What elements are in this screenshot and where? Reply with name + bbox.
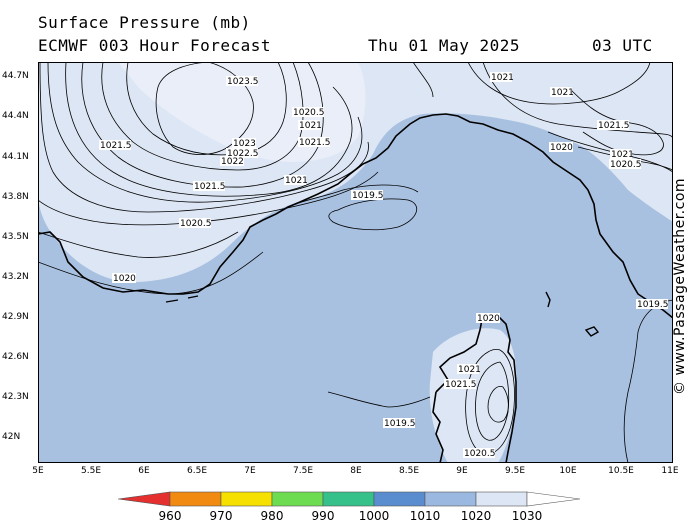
- lon-tick: 9E: [456, 466, 468, 476]
- lon-tick: 10E: [559, 466, 577, 476]
- lat-tick: 43.8N: [2, 192, 29, 202]
- contour-label: 1021: [491, 73, 514, 83]
- lat-tick: 44.1N: [2, 152, 29, 162]
- contour-label: 1021.5: [194, 182, 226, 192]
- lat-tick: 44.7N: [2, 71, 29, 81]
- colorbar-segment: [271, 491, 324, 507]
- contour-label: 1020.5: [610, 160, 642, 170]
- colorbar-label: 1000: [358, 509, 390, 523]
- contour-label: 1020: [550, 143, 573, 153]
- lon-tick: 5E: [32, 466, 44, 476]
- colorbar-segment: [475, 491, 528, 507]
- pressure-colorbar: [118, 491, 581, 507]
- lon-tick: 9.5E: [505, 466, 525, 476]
- forecast-date: Thu 01 May 2025: [368, 36, 520, 55]
- colorbar-segment: [373, 491, 426, 507]
- colorbar-label: 1010: [409, 509, 441, 523]
- colorbar-label: 1020: [460, 509, 492, 523]
- contour-label: 1021: [551, 88, 574, 98]
- colorbar-segment: [220, 491, 273, 507]
- contour-label: 1021.5: [445, 380, 477, 390]
- contour-label: 1022.5: [227, 149, 259, 159]
- lat-tick: 42.3N: [2, 392, 29, 402]
- map-frame: [38, 62, 673, 463]
- site-credit: © www.PassageWeather.com: [672, 177, 688, 395]
- corsica-high-region: [429, 328, 517, 463]
- contour-labels: 1023.5 1020.5 1021 1021.5 1023 1022.5 10…: [99, 72, 669, 459]
- pressure-map[interactable]: 1023.5 1020.5 1021 1021.5 1023 1022.5 10…: [38, 62, 673, 463]
- contour-label: 1023.5: [227, 77, 259, 87]
- colorbar-label: 990: [311, 509, 335, 523]
- lat-tick: 44.4N: [2, 111, 29, 121]
- contour-label: 1019.5: [637, 300, 669, 310]
- contour-label: 1019.5: [384, 419, 416, 429]
- forecast-time: 03 UTC: [592, 36, 653, 55]
- colorbar-label: 960: [158, 509, 182, 523]
- colorbar-label: 980: [260, 509, 284, 523]
- coastline-corsica: [432, 313, 517, 463]
- lon-tick: 7E: [244, 466, 256, 476]
- model-label: ECMWF 003 Hour Forecast: [38, 36, 272, 55]
- lat-tick: 43.5N: [2, 232, 29, 242]
- contour-label: 1022: [221, 157, 244, 167]
- lon-tick: 6E: [138, 466, 150, 476]
- contour-label: 1021: [285, 176, 308, 186]
- colorbar-segment: [169, 491, 222, 507]
- contour-label: 1023: [233, 139, 256, 149]
- contour-label: 1021: [611, 150, 634, 160]
- contour-label: 1021: [299, 121, 322, 131]
- lon-tick: 7.5E: [293, 466, 313, 476]
- lat-tick: 43.2N: [2, 272, 29, 282]
- contour-label: 1020: [477, 314, 500, 324]
- lat-tick: 42N: [2, 432, 21, 442]
- colorbar-segment: [526, 491, 581, 507]
- contour-label: 1019.5: [352, 191, 384, 201]
- contour-label: 1020.5: [180, 219, 212, 229]
- colorbar-segment: [424, 491, 477, 507]
- colorbar-label: 970: [209, 509, 233, 523]
- lon-tick: 8E: [350, 466, 362, 476]
- island-elba: [584, 326, 600, 337]
- contour-label: 1021.5: [299, 138, 331, 148]
- lon-tick: 6.5E: [187, 466, 207, 476]
- contour-label: 1020.5: [464, 449, 496, 459]
- lon-tick: 11E: [661, 466, 679, 476]
- colorbar-segment: [118, 491, 171, 507]
- contour-label: 1020.5: [293, 108, 325, 118]
- contour-label: 1021: [458, 365, 481, 375]
- island-hyeres: [165, 295, 199, 303]
- lon-tick: 10.5E: [608, 466, 634, 476]
- map-title: Surface Pressure (mb): [38, 13, 251, 32]
- lon-tick: 5.5E: [81, 466, 101, 476]
- lat-tick: 42.6N: [2, 352, 29, 362]
- contour-label: 1020: [113, 274, 136, 284]
- colorbar-label: 1030: [511, 509, 543, 523]
- colorbar-segment: [322, 491, 375, 507]
- contour-label: 1021.5: [100, 141, 132, 151]
- lon-tick: 8.5E: [399, 466, 419, 476]
- island-capraia: [545, 291, 551, 308]
- lat-tick: 42.9N: [2, 312, 29, 322]
- contour-label: 1021.5: [598, 121, 630, 131]
